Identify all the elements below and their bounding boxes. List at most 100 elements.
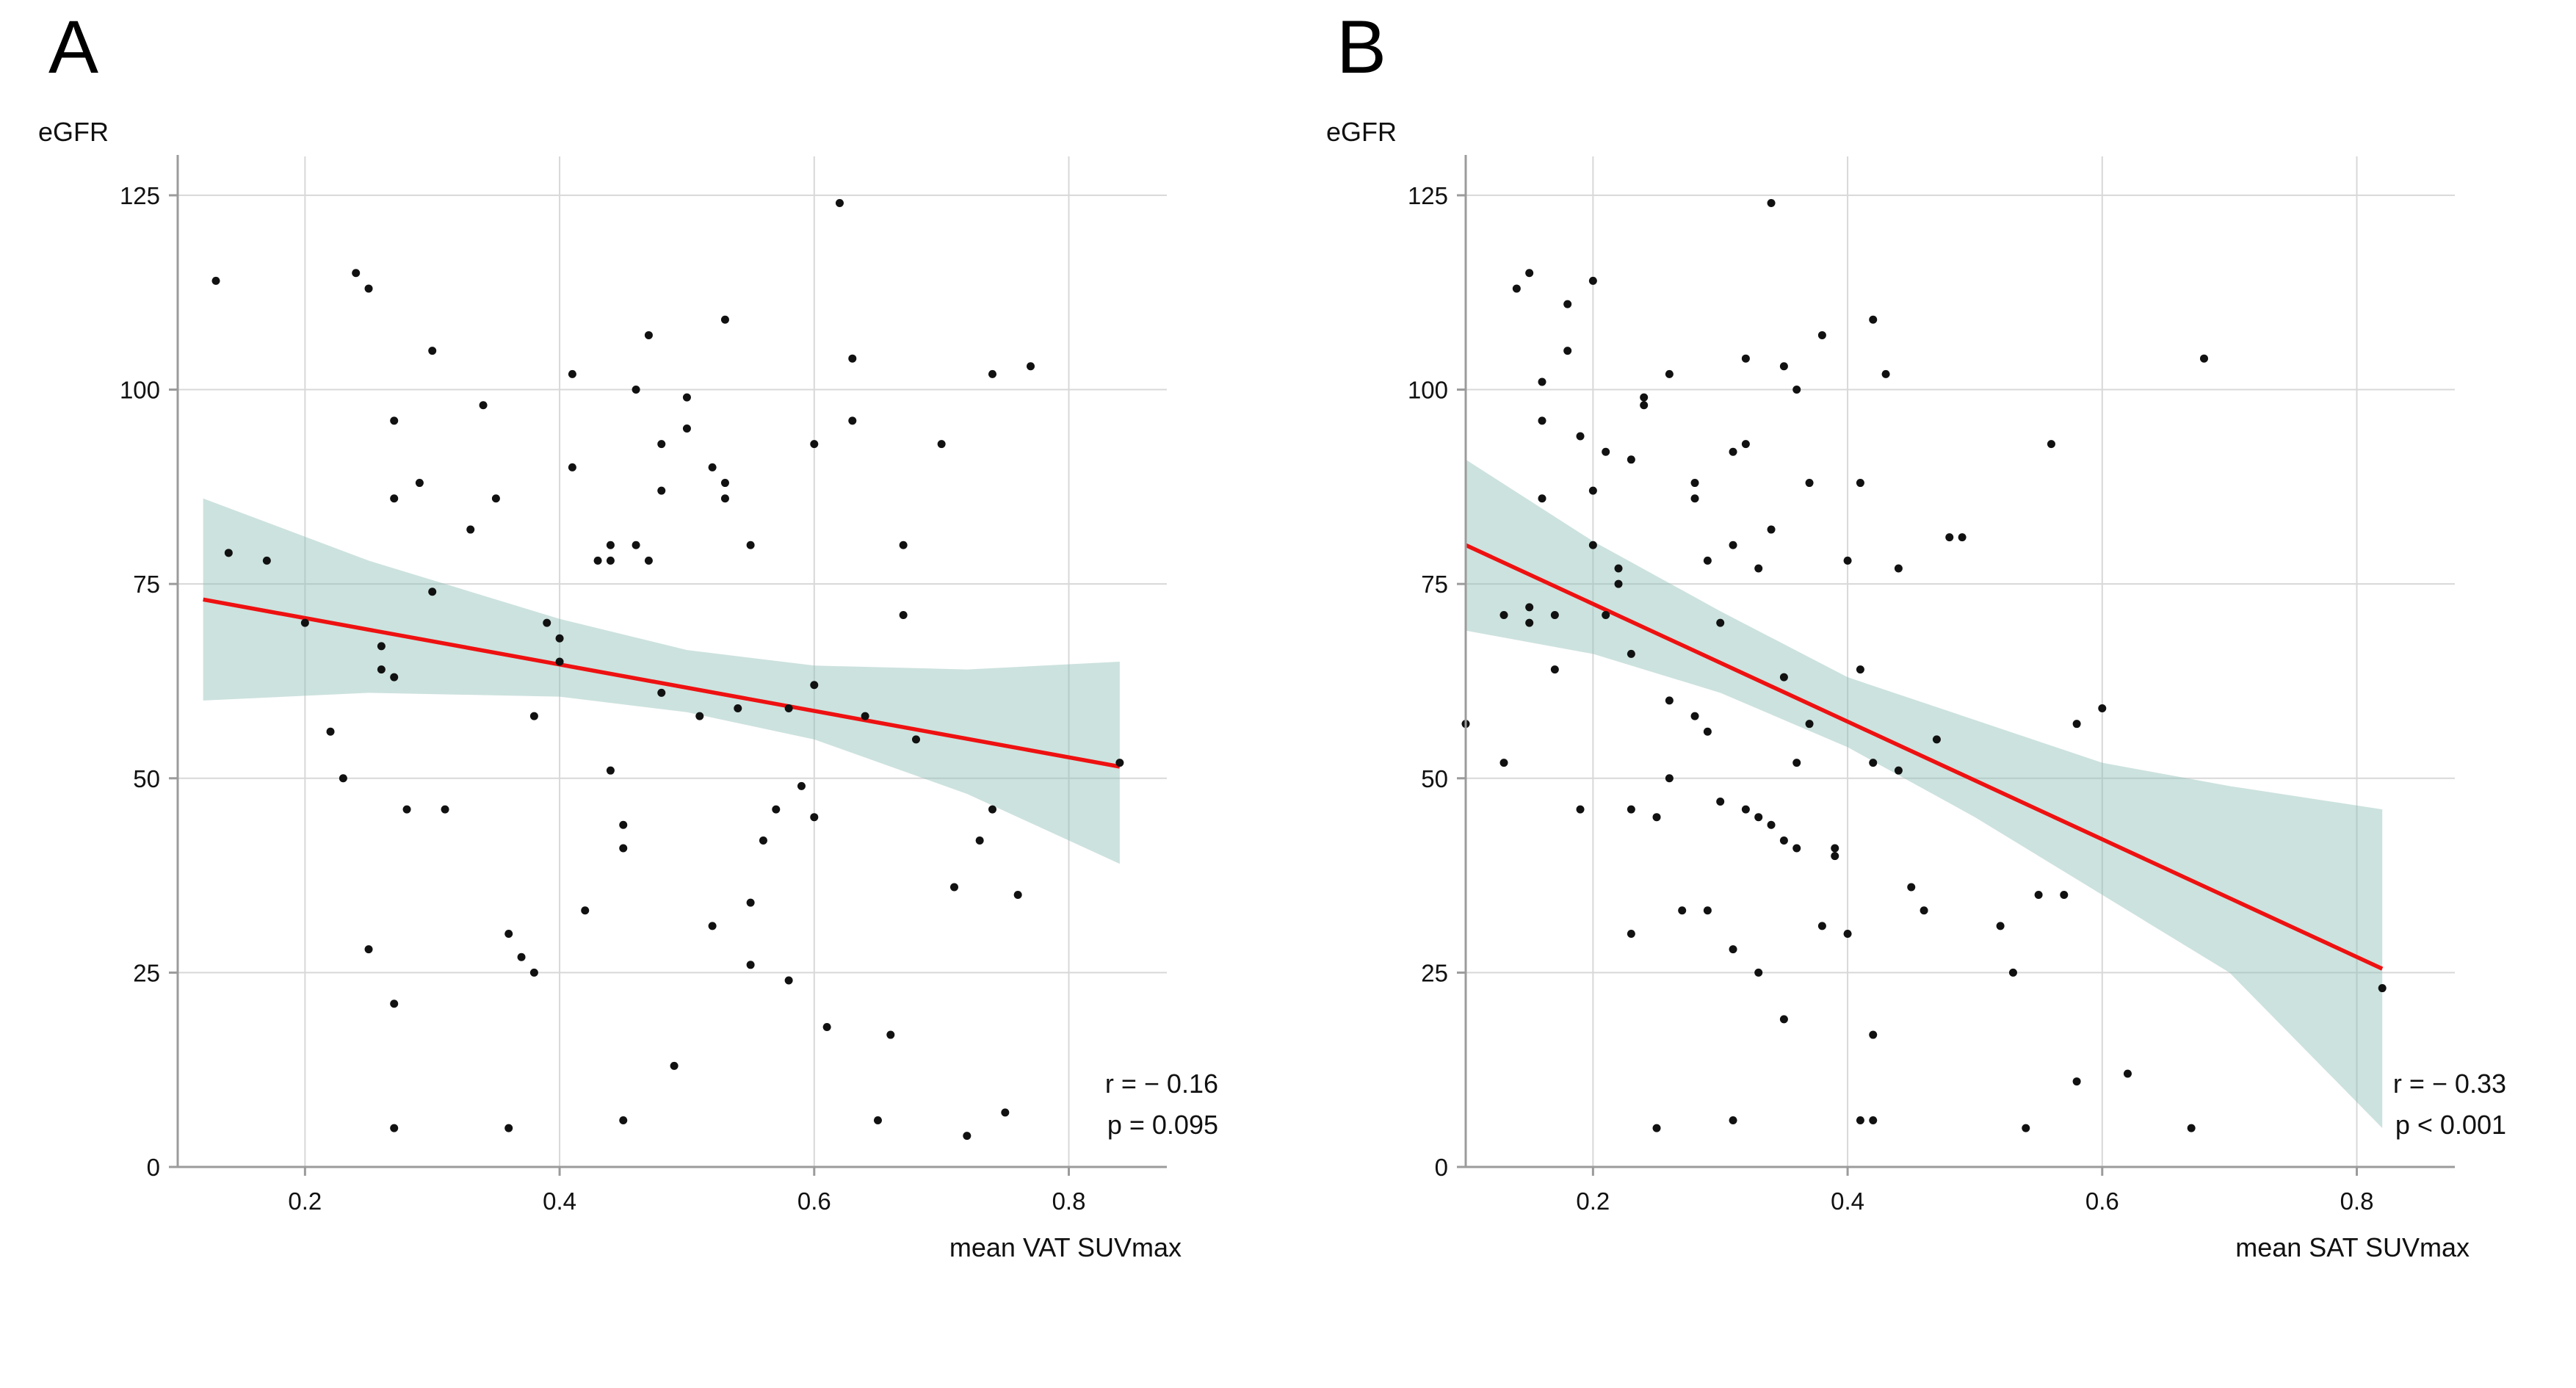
y-tick-label: 50 [1421, 765, 1448, 792]
data-point [1614, 564, 1623, 573]
data-point [810, 440, 819, 449]
data-point [364, 284, 373, 293]
data-point [1894, 564, 1903, 573]
panel-A: A 0 25 50 75 100 125 0.2 0.4 0.6 0.8 eGFR mean VAT … [38, 6, 1218, 1262]
data-point [1805, 479, 1814, 488]
data-point [352, 269, 361, 278]
data-point [1817, 922, 1826, 930]
data-point [1588, 486, 1597, 495]
data-point [1525, 603, 1534, 612]
y-tick-label: 100 [1408, 377, 1448, 404]
y-tick-label: 75 [133, 571, 160, 598]
data-point [491, 494, 500, 503]
data-point [1754, 968, 1763, 977]
data-point [644, 556, 653, 565]
data-point [1550, 665, 1559, 674]
scatter-plot-sat: 0 25 50 75 100 125 0.2 0.4 0.6 0.8 eGFR mean SAT SU… [1326, 117, 2506, 1262]
data-point [1576, 432, 1585, 441]
y-tick-label: 75 [1421, 571, 1448, 598]
data-point [1945, 533, 1954, 542]
data-point [1627, 929, 1635, 938]
data-point [1027, 362, 1035, 371]
data-point [1588, 541, 1597, 549]
data-point [848, 354, 857, 363]
data-point [2008, 968, 2017, 977]
data-point [2034, 891, 2043, 900]
data-point [224, 549, 233, 557]
data-point [1013, 891, 1022, 900]
data-point [657, 486, 666, 495]
data-point [1703, 906, 1712, 915]
data-point [441, 805, 449, 814]
data-point [988, 369, 996, 378]
regression-line [203, 597, 1121, 769]
data-point [657, 440, 666, 449]
data-point [682, 393, 691, 402]
data-point [1894, 766, 1903, 775]
data-point [390, 416, 399, 425]
data-point [1602, 447, 1610, 456]
data-point [1792, 844, 1801, 853]
data-point [1652, 1124, 1661, 1132]
data-point [377, 642, 386, 651]
data-point [911, 735, 920, 744]
data-point [1741, 805, 1750, 814]
data-point [1665, 696, 1674, 705]
x-tick-label: 0.4 [1831, 1188, 1864, 1215]
data-point [644, 330, 653, 339]
data-point [1767, 820, 1776, 829]
data-point [1907, 883, 1916, 892]
y-tick-label: 25 [133, 959, 160, 986]
data-point [949, 883, 958, 892]
data-point [899, 541, 908, 549]
data-point [1602, 610, 1610, 619]
data-point [670, 1061, 679, 1070]
data-point [861, 712, 869, 720]
y-tick-label: 100 [120, 377, 160, 404]
data-point [1856, 1116, 1864, 1124]
data-point [1627, 455, 1635, 464]
data-point [504, 929, 513, 938]
data-point [746, 898, 755, 907]
data-point [1703, 727, 1712, 736]
data-point [1525, 269, 1534, 278]
data-point [390, 494, 399, 503]
x-axis-label: mean SAT SUVmax [2235, 1232, 2470, 1262]
stats-annotation-line: r = − 0.16 [1105, 1069, 1218, 1099]
data-point [848, 416, 857, 425]
data-point [300, 618, 309, 627]
data-point [937, 440, 946, 449]
data-point [1538, 494, 1546, 503]
data-point [555, 657, 564, 666]
data-point [1576, 805, 1585, 814]
data-point [1538, 416, 1546, 425]
data-point [1550, 610, 1559, 619]
data-point [606, 556, 615, 565]
data-point [1640, 401, 1649, 410]
data-point [1729, 1116, 1737, 1124]
scatter-points [211, 199, 1124, 1141]
data-point [1115, 759, 1124, 767]
data-point [606, 541, 615, 549]
data-point [211, 276, 220, 285]
data-point [1843, 929, 1852, 938]
data-point [517, 953, 526, 961]
x-tick-label: 0.8 [2340, 1188, 2374, 1215]
data-point [1869, 1116, 1878, 1124]
data-point [1856, 479, 1864, 488]
data-point [657, 688, 666, 697]
data-point [2060, 891, 2069, 900]
data-point [1627, 805, 1635, 814]
data-point [2047, 440, 2055, 449]
data-point [1881, 369, 1890, 378]
data-point [529, 968, 538, 977]
data-point [2199, 354, 2208, 363]
data-point [632, 541, 640, 549]
data-point [873, 1116, 882, 1124]
data-point [1869, 759, 1878, 767]
x-tick-label: 0.8 [1052, 1188, 1086, 1215]
data-point [1779, 1015, 1788, 1024]
stats-annotation-line: p < 0.001 [2395, 1110, 2506, 1140]
data-point [339, 774, 347, 783]
